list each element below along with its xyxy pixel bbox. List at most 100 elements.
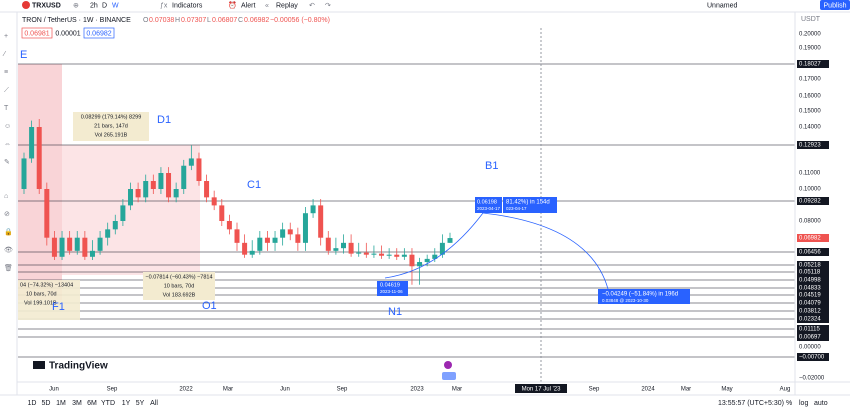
log-toggle[interactable]: log — [799, 400, 808, 407]
alert-icon: ⏰ — [228, 0, 237, 9]
candle-body — [249, 250, 255, 255]
projection-text: 2023-11-06 — [380, 289, 403, 294]
candle-body — [280, 229, 286, 238]
tool[interactable]: + — [4, 33, 8, 40]
tool[interactable]: ≡ — [4, 69, 8, 76]
candle-body — [181, 165, 187, 189]
candle-body — [105, 229, 111, 238]
tool[interactable]: ✎ — [4, 159, 10, 166]
level-box — [797, 333, 829, 341]
tool[interactable]: ⁄ — [2, 51, 7, 58]
candle-body — [432, 254, 438, 259]
ohlc-value: 0.06807 — [212, 17, 237, 24]
measure-text: 10 bars, 70d — [26, 291, 57, 297]
price-label: 0.03812 — [799, 309, 821, 315]
tool[interactable]: 🗑 — [4, 263, 13, 272]
candle-body — [120, 205, 126, 221]
projection-text: 0.06198 — [477, 199, 497, 205]
candle-body — [89, 250, 95, 257]
range-button[interactable]: 1M — [56, 400, 66, 407]
candle-body — [424, 258, 430, 263]
wave-label: O1 — [202, 300, 217, 312]
tool[interactable]: 🔒 — [4, 228, 13, 236]
ohlc-change: −0.00056 (−0.80%) — [270, 17, 330, 24]
projection-box — [503, 197, 557, 213]
candle-body — [211, 197, 217, 206]
tool[interactable]: ⌂ — [4, 193, 8, 200]
currency[interactable]: USDT — [801, 16, 821, 23]
price-label: −0.00700 — [799, 355, 825, 361]
spread: 0.00001 — [55, 30, 80, 37]
percent-toggle[interactable]: % — [786, 400, 792, 407]
undo[interactable]: ↶ — [309, 2, 315, 9]
range-button[interactable]: YTD — [101, 400, 115, 407]
level-box — [797, 299, 829, 307]
event-icon[interactable] — [444, 361, 452, 369]
add-symbol[interactable]: ⊕ — [73, 2, 79, 9]
indicators[interactable]: Indicators — [172, 2, 203, 9]
layout[interactable]: Unnamed — [707, 2, 737, 9]
measure-text: 21 bars, 147d — [94, 123, 128, 129]
tool[interactable]: ☺ — [4, 123, 11, 130]
interval[interactable]: W — [112, 2, 119, 9]
logo-icon — [33, 361, 45, 369]
time-label: Sep — [107, 387, 118, 393]
ohlc-value: 0.06982 — [244, 17, 269, 24]
candle-body — [226, 221, 232, 230]
candle-body — [287, 229, 293, 235]
wave-label: E — [20, 49, 27, 61]
projection-curve — [384, 212, 484, 279]
level-box — [797, 291, 829, 299]
crosshair-date-box — [515, 384, 567, 393]
tool[interactable]: ⟋ — [4, 86, 9, 94]
range-button[interactable]: 5Y — [136, 400, 145, 407]
candle-body — [188, 158, 194, 166]
candle-body — [272, 237, 278, 243]
logo: TradingView — [49, 361, 108, 372]
projection-box — [475, 197, 502, 213]
candle-body — [150, 181, 156, 189]
candle-body — [219, 205, 225, 221]
price-label: 0.16000 — [799, 94, 821, 100]
range-button[interactable]: 5D — [42, 400, 51, 407]
projection-text: −0.04249 (−51.84%) in 196d — [602, 292, 678, 298]
symbol-icon — [22, 1, 30, 9]
level-box — [797, 284, 829, 292]
level-box — [797, 325, 829, 333]
ask[interactable]: 0.06982 — [86, 30, 111, 37]
time-label: Mar — [681, 387, 691, 393]
alert[interactable]: Alert — [241, 2, 255, 9]
price-label: 0.06982 — [799, 236, 821, 242]
symbol[interactable]: TRXUSD — [32, 2, 61, 9]
publish[interactable]: Publish — [824, 2, 847, 9]
projection-box — [598, 289, 690, 304]
interval[interactable]: 2h — [90, 2, 98, 9]
range-button[interactable]: 3M — [72, 400, 82, 407]
range-button[interactable]: 1Y — [122, 400, 131, 407]
price-label: 0.05118 — [799, 270, 821, 276]
time-label: 2024 — [641, 387, 655, 393]
bid[interactable]: 0.06981 — [24, 30, 49, 37]
ohlc-key: O — [143, 17, 149, 24]
range-button[interactable]: 6M — [87, 400, 97, 407]
replay[interactable]: Replay — [276, 2, 298, 9]
range-button[interactable]: 1D — [28, 400, 37, 407]
publish-button[interactable] — [820, 0, 850, 10]
price-label: 0.04833 — [799, 286, 821, 292]
bottom-bar: 13:55:57 (UTC+5:30) % log auto 1D 5D 1M 3M 6… — [28, 400, 828, 407]
ohlc-key: C — [238, 17, 243, 24]
candle-body — [234, 229, 240, 243]
auto-toggle[interactable]: auto — [814, 400, 828, 407]
candle-body — [394, 254, 400, 257]
price-label: 0.17000 — [799, 77, 821, 83]
candle-body — [173, 189, 179, 198]
tool[interactable]: ⇔ — [4, 141, 11, 148]
tool[interactable]: T — [4, 105, 9, 112]
range-button[interactable]: All — [150, 400, 158, 407]
measure-box — [18, 280, 80, 320]
tool[interactable]: 👁 — [4, 246, 13, 254]
tool[interactable]: ⊘ — [4, 211, 10, 218]
interval[interactable]: D — [102, 2, 107, 9]
redo[interactable]: ↷ — [325, 2, 331, 9]
event-icon[interactable] — [442, 372, 456, 380]
